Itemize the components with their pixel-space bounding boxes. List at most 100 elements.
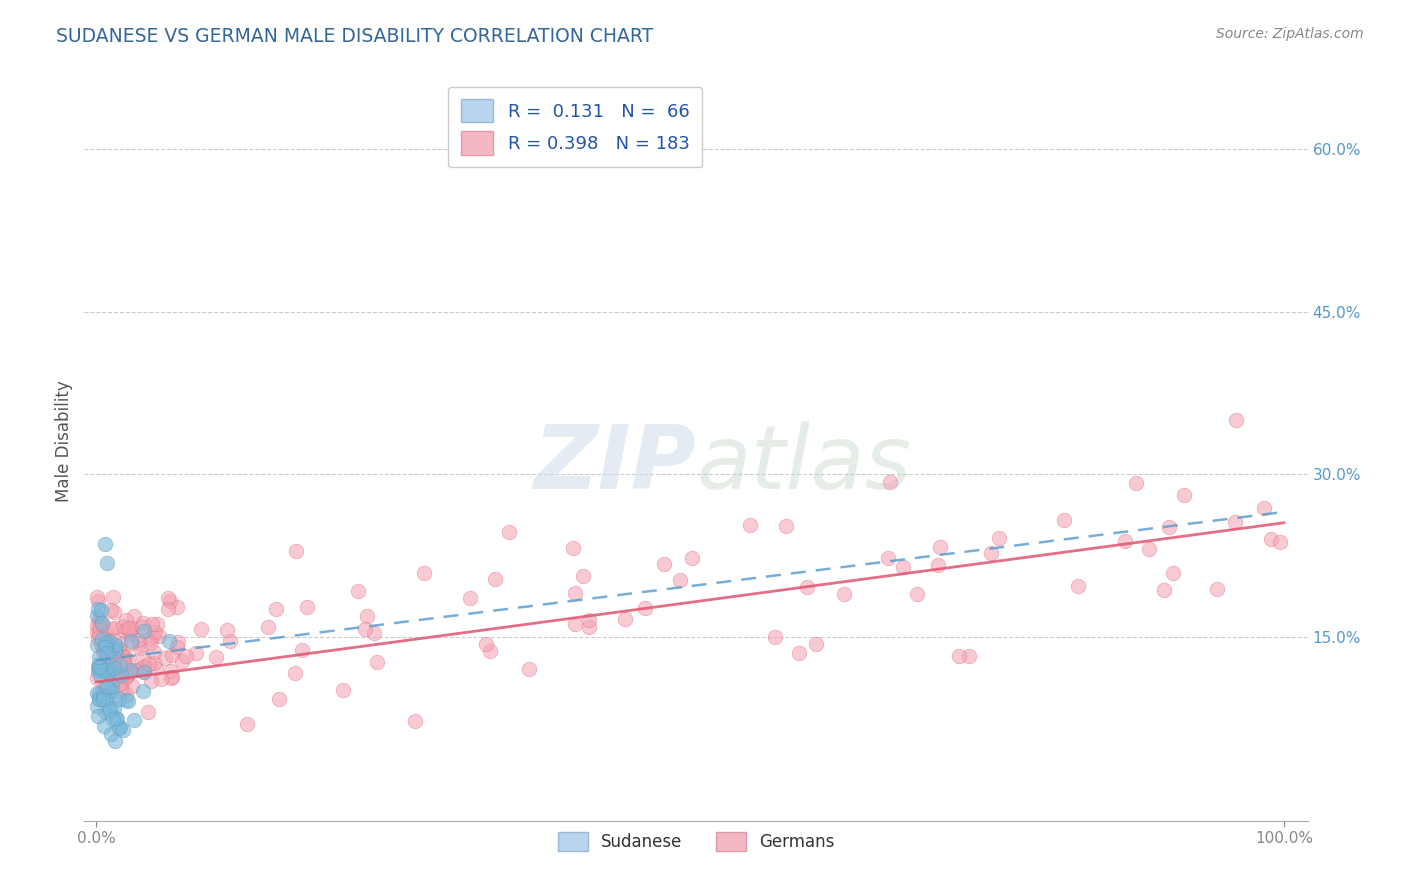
Point	[877, 551, 900, 566]
Point	[90, 632, 112, 646]
Point	[103, 632, 125, 647]
Point	[96, 556, 118, 570]
Point	[114, 613, 136, 627]
Point	[112, 657, 135, 672]
Point	[564, 586, 586, 600]
Point	[669, 573, 692, 587]
Point	[806, 637, 828, 651]
Point	[118, 663, 141, 677]
Point	[103, 620, 125, 634]
Point	[948, 648, 970, 663]
Point	[94, 640, 117, 654]
Point	[108, 692, 131, 706]
Point	[115, 668, 138, 682]
Point	[153, 650, 176, 665]
Point	[879, 475, 901, 489]
Point	[138, 657, 160, 672]
Point	[1159, 520, 1181, 534]
Legend: Sudanese, Germans: Sudanese, Germans	[551, 825, 841, 858]
Point	[404, 714, 426, 728]
Point	[86, 602, 108, 616]
Point	[89, 627, 111, 641]
Point	[117, 694, 139, 708]
Point	[131, 684, 153, 698]
Point	[295, 600, 318, 615]
Text: SUDANESE VS GERMAN MALE DISABILITY CORRELATION CHART: SUDANESE VS GERMAN MALE DISABILITY CORRE…	[56, 27, 654, 45]
Point	[190, 622, 212, 636]
Point	[129, 641, 152, 656]
Point	[347, 584, 370, 599]
Point	[143, 656, 166, 670]
Point	[115, 687, 138, 701]
Point	[93, 537, 115, 551]
Point	[114, 648, 136, 663]
Point	[167, 634, 190, 648]
Point	[89, 623, 111, 637]
Point	[159, 671, 181, 685]
Point	[519, 662, 541, 676]
Point	[121, 621, 143, 635]
Point	[484, 572, 506, 586]
Point	[205, 650, 228, 665]
Point	[86, 686, 108, 700]
Point	[132, 624, 155, 638]
Point	[132, 616, 155, 631]
Point	[578, 620, 600, 634]
Point	[110, 677, 132, 691]
Point	[927, 558, 949, 572]
Point	[215, 623, 238, 637]
Point	[139, 632, 162, 646]
Point	[111, 618, 134, 632]
Point	[156, 591, 179, 605]
Point	[162, 648, 184, 662]
Point	[96, 657, 118, 671]
Point	[142, 645, 165, 659]
Text: Source: ZipAtlas.com: Source: ZipAtlas.com	[1216, 27, 1364, 41]
Point	[86, 608, 108, 623]
Point	[236, 717, 259, 731]
Point	[87, 658, 110, 673]
Point	[103, 660, 125, 674]
Point	[89, 667, 111, 681]
Point	[110, 681, 132, 696]
Point	[91, 690, 114, 704]
Point	[143, 625, 166, 640]
Point	[87, 709, 110, 723]
Point	[112, 649, 135, 664]
Point	[120, 634, 142, 648]
Point	[103, 605, 125, 619]
Point	[87, 631, 110, 645]
Point	[90, 616, 112, 631]
Point	[111, 675, 134, 690]
Point	[613, 612, 636, 626]
Point	[1173, 487, 1195, 501]
Point	[980, 546, 1002, 560]
Point	[96, 651, 118, 665]
Point	[128, 636, 150, 650]
Point	[162, 670, 184, 684]
Point	[166, 600, 188, 615]
Point	[90, 637, 112, 651]
Point	[1066, 579, 1088, 593]
Point	[124, 608, 146, 623]
Point	[115, 670, 138, 684]
Point	[139, 674, 162, 689]
Point	[89, 615, 111, 629]
Point	[474, 637, 496, 651]
Point	[127, 632, 149, 647]
Point	[112, 657, 135, 671]
Point	[132, 660, 155, 674]
Point	[87, 619, 110, 633]
Point	[131, 620, 153, 634]
Point	[98, 646, 121, 660]
Point	[1253, 501, 1275, 516]
Point	[413, 566, 436, 581]
Point	[132, 665, 155, 679]
Point	[98, 702, 121, 716]
Point	[97, 648, 120, 663]
Point	[740, 518, 762, 533]
Point	[145, 661, 167, 675]
Point	[652, 557, 675, 571]
Point	[94, 651, 117, 665]
Point	[145, 617, 167, 632]
